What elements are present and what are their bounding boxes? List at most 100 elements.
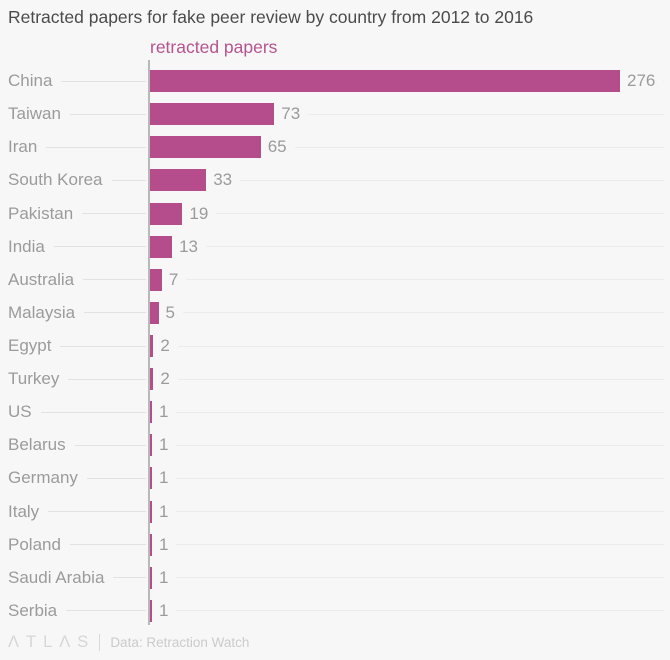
footer-separator	[99, 634, 101, 651]
label-leader-line	[46, 146, 146, 148]
category-label: Saudi Arabia	[8, 567, 105, 587]
category-label: Egypt	[8, 336, 52, 355]
category-label: Pakistan	[8, 203, 74, 223]
category-label-zone: Belarus	[0, 434, 150, 456]
value-label: 19	[189, 203, 209, 223]
category-label-zone: Saudi Arabia	[0, 567, 150, 589]
label-leader-line	[69, 544, 146, 546]
category-label: Australia	[8, 269, 75, 289]
y-axis-line	[148, 60, 150, 625]
category-label-zone: Iran	[0, 136, 150, 158]
category-label: China	[8, 71, 53, 90]
category-label: Serbia	[8, 600, 58, 620]
value-leader-line	[176, 477, 664, 479]
category-label-zone: Taiwan	[0, 103, 150, 125]
bar	[150, 566, 152, 589]
bar	[150, 268, 162, 291]
chart-row: Poland 1	[0, 533, 670, 556]
bar	[150, 202, 183, 225]
chart-row: Australia 7	[0, 268, 670, 291]
value-leader-line	[177, 378, 664, 380]
label-leader-line	[74, 444, 146, 446]
value-label: 1	[159, 600, 169, 620]
category-label-zone: Germany	[0, 467, 150, 489]
category-label: South Korea	[8, 170, 103, 190]
chart-row: Iran 65	[0, 136, 670, 159]
chart-row: India 13	[0, 235, 670, 258]
bar	[150, 368, 154, 391]
value-label: 1	[159, 402, 169, 422]
value-label: 1	[159, 567, 169, 587]
chart-row: South Korea 33	[0, 169, 670, 192]
bar	[150, 169, 207, 192]
legend-label: retracted papers	[150, 37, 278, 57]
bar	[150, 103, 275, 126]
value-label: 276	[627, 71, 656, 90]
value-label: 73	[281, 104, 301, 124]
chart-row: Serbia 1	[0, 599, 670, 622]
value-leader-line	[186, 279, 664, 281]
label-leader-line	[82, 213, 146, 214]
bar	[150, 136, 261, 159]
label-leader-line	[69, 113, 146, 115]
value-label: 7	[168, 269, 179, 289]
label-leader-line	[61, 80, 146, 82]
bar	[150, 434, 152, 457]
bar	[150, 301, 159, 324]
data-credit: Data: Retraction Watch	[110, 635, 250, 650]
chart-row: Belarus 1	[0, 434, 670, 457]
category-label-zone: India	[0, 236, 150, 258]
value-label: 1	[159, 435, 169, 455]
value-leader-line	[176, 610, 664, 612]
label-leader-line	[111, 179, 146, 181]
category-label-zone: Malaysia	[0, 302, 150, 324]
category-label-zone: Australia	[0, 269, 150, 291]
value-label: 2	[160, 336, 170, 355]
chart-row: Egypt 2	[0, 335, 670, 357]
value-leader-line	[176, 411, 664, 413]
value-label: 2	[160, 369, 170, 389]
label-leader-line	[83, 279, 146, 281]
value-leader-line	[663, 80, 664, 82]
value-label: 33	[213, 170, 233, 190]
label-leader-line	[40, 411, 146, 413]
category-label: Poland	[8, 534, 61, 554]
value-label: 65	[267, 137, 287, 157]
category-label-zone: Italy	[0, 501, 150, 523]
bar	[150, 70, 620, 92]
value-leader-line	[182, 312, 664, 314]
value-leader-line	[206, 246, 664, 248]
value-leader-line	[240, 179, 664, 181]
value-label: 1	[159, 534, 169, 554]
chart-row: Italy 1	[0, 500, 670, 523]
category-label-zone: Poland	[0, 534, 150, 556]
bar	[150, 599, 152, 622]
label-leader-line	[86, 477, 146, 479]
value-leader-line	[216, 213, 664, 214]
label-leader-line	[68, 378, 146, 380]
bar	[150, 235, 173, 258]
category-label: Belarus	[8, 435, 66, 455]
label-leader-line	[113, 577, 146, 579]
bar	[150, 401, 152, 424]
category-label: US	[8, 402, 32, 422]
category-label: Iran	[8, 137, 38, 157]
label-leader-line	[53, 246, 146, 248]
value-leader-line	[308, 113, 664, 115]
value-leader-line	[176, 544, 664, 546]
value-label: 1	[159, 468, 169, 488]
category-label-zone: US	[0, 401, 150, 423]
value-label: 13	[179, 236, 199, 256]
bar	[150, 335, 154, 357]
chart-row: China 276	[0, 70, 670, 92]
label-leader-line	[84, 312, 146, 314]
footer: ΛTLΛS Data: Retraction Watch	[8, 633, 249, 652]
category-label-zone: Pakistan	[0, 203, 150, 225]
value-leader-line	[176, 511, 664, 513]
label-leader-line	[66, 610, 146, 612]
chart-row: Pakistan 19	[0, 202, 670, 225]
value-label: 5	[165, 302, 175, 322]
value-leader-line	[176, 444, 664, 446]
